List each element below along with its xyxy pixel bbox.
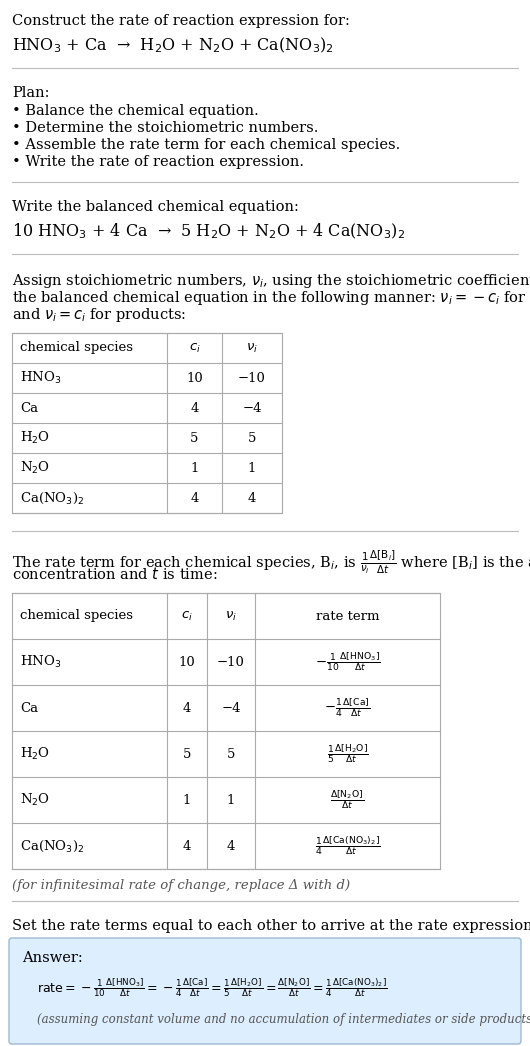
Text: $-\frac{1}{10}\frac{\Delta[\mathrm{HNO_3}]}{\Delta t}$: $-\frac{1}{10}\frac{\Delta[\mathrm{HNO_3… bbox=[315, 651, 381, 674]
Text: 4: 4 bbox=[227, 840, 235, 852]
Text: N$_2$O: N$_2$O bbox=[20, 792, 50, 809]
Text: $\frac{1}{5}\frac{\Delta[\mathrm{H_2O}]}{\Delta t}$: $\frac{1}{5}\frac{\Delta[\mathrm{H_2O}]}… bbox=[326, 743, 368, 766]
Text: HNO$_3$: HNO$_3$ bbox=[20, 370, 61, 386]
Text: −4: −4 bbox=[242, 402, 262, 414]
Text: 5: 5 bbox=[190, 432, 199, 445]
Text: the balanced chemical equation in the following manner: $\nu_i = -c_i$ for react: the balanced chemical equation in the fo… bbox=[12, 289, 530, 306]
Text: 4: 4 bbox=[183, 702, 191, 714]
Text: −10: −10 bbox=[238, 371, 266, 385]
Text: 5: 5 bbox=[227, 748, 235, 760]
Text: 10: 10 bbox=[179, 656, 196, 668]
Text: Plan:: Plan: bbox=[12, 86, 49, 100]
Text: Ca: Ca bbox=[20, 402, 38, 414]
Text: (assuming constant volume and no accumulation of intermediates or side products): (assuming constant volume and no accumul… bbox=[37, 1013, 530, 1026]
Text: (for infinitesimal rate of change, replace Δ with d): (for infinitesimal rate of change, repla… bbox=[12, 879, 350, 892]
Text: 1: 1 bbox=[248, 461, 256, 475]
Text: Ca(NO$_3$)$_2$: Ca(NO$_3$)$_2$ bbox=[20, 839, 84, 854]
Text: chemical species: chemical species bbox=[20, 341, 133, 355]
Text: HNO$_3$ + Ca  →  H$_2$O + N$_2$O + Ca(NO$_3$)$_2$: HNO$_3$ + Ca → H$_2$O + N$_2$O + Ca(NO$_… bbox=[12, 36, 334, 55]
Text: 5: 5 bbox=[248, 432, 256, 445]
Text: H$_2$O: H$_2$O bbox=[20, 746, 50, 763]
Text: The rate term for each chemical species, B$_i$, is $\frac{1}{\nu_i}\frac{\Delta[: The rate term for each chemical species,… bbox=[12, 549, 530, 576]
Text: H$_2$O: H$_2$O bbox=[20, 430, 50, 446]
Text: • Balance the chemical equation.: • Balance the chemical equation. bbox=[12, 104, 259, 118]
Text: rate term: rate term bbox=[316, 610, 379, 622]
Text: • Determine the stoichiometric numbers.: • Determine the stoichiometric numbers. bbox=[12, 121, 319, 135]
Text: Ca: Ca bbox=[20, 702, 38, 714]
Text: 4: 4 bbox=[190, 402, 199, 414]
Text: $\mathrm{rate} = -\frac{1}{10}\frac{\Delta[\mathrm{HNO_3}]}{\Delta t} = -\frac{1: $\mathrm{rate} = -\frac{1}{10}\frac{\Del… bbox=[37, 976, 387, 999]
Text: $-\frac{1}{4}\frac{\Delta[\mathrm{Ca}]}{\Delta t}$: $-\frac{1}{4}\frac{\Delta[\mathrm{Ca}]}{… bbox=[324, 697, 370, 719]
Text: Assign stoichiometric numbers, $\nu_i$, using the stoichiometric coefficients, $: Assign stoichiometric numbers, $\nu_i$, … bbox=[12, 272, 530, 290]
Text: chemical species: chemical species bbox=[20, 610, 133, 622]
Text: 4: 4 bbox=[248, 492, 256, 504]
Text: Ca(NO$_3$)$_2$: Ca(NO$_3$)$_2$ bbox=[20, 491, 84, 505]
Text: N$_2$O: N$_2$O bbox=[20, 460, 50, 476]
Bar bbox=[12, 593, 440, 869]
Text: 5: 5 bbox=[183, 748, 191, 760]
Text: 1: 1 bbox=[227, 794, 235, 806]
Text: $c_i$: $c_i$ bbox=[189, 341, 200, 355]
Text: −4: −4 bbox=[221, 702, 241, 714]
Text: 1: 1 bbox=[183, 794, 191, 806]
Text: • Assemble the rate term for each chemical species.: • Assemble the rate term for each chemic… bbox=[12, 138, 400, 152]
Text: 1: 1 bbox=[190, 461, 199, 475]
Text: $\frac{\Delta[\mathrm{N_2O}]}{\Delta t}$: $\frac{\Delta[\mathrm{N_2O}]}{\Delta t}$ bbox=[330, 789, 365, 812]
Text: and $\nu_i = c_i$ for products:: and $\nu_i = c_i$ for products: bbox=[12, 306, 187, 324]
Bar bbox=[12, 333, 282, 513]
Text: $\frac{1}{4}\frac{\Delta[\mathrm{Ca(NO_3)_2}]}{\Delta t}$: $\frac{1}{4}\frac{\Delta[\mathrm{Ca(NO_3… bbox=[315, 835, 381, 858]
Text: $c_i$: $c_i$ bbox=[181, 610, 193, 622]
Text: 10 HNO$_3$ + 4 Ca  →  5 H$_2$O + N$_2$O + 4 Ca(NO$_3$)$_2$: 10 HNO$_3$ + 4 Ca → 5 H$_2$O + N$_2$O + … bbox=[12, 222, 405, 242]
Text: Write the balanced chemical equation:: Write the balanced chemical equation: bbox=[12, 200, 299, 214]
Text: $\nu_i$: $\nu_i$ bbox=[246, 341, 258, 355]
Text: Set the rate terms equal to each other to arrive at the rate expression:: Set the rate terms equal to each other t… bbox=[12, 919, 530, 933]
Text: Construct the rate of reaction expression for:: Construct the rate of reaction expressio… bbox=[12, 14, 350, 28]
FancyBboxPatch shape bbox=[9, 938, 521, 1044]
Text: $\nu_i$: $\nu_i$ bbox=[225, 610, 237, 622]
Text: −10: −10 bbox=[217, 656, 245, 668]
Text: 10: 10 bbox=[186, 371, 203, 385]
Text: HNO$_3$: HNO$_3$ bbox=[20, 654, 61, 670]
Text: 4: 4 bbox=[190, 492, 199, 504]
Text: Answer:: Answer: bbox=[22, 951, 83, 965]
Text: 4: 4 bbox=[183, 840, 191, 852]
Text: concentration and $t$ is time:: concentration and $t$ is time: bbox=[12, 566, 217, 582]
Text: • Write the rate of reaction expression.: • Write the rate of reaction expression. bbox=[12, 155, 304, 169]
